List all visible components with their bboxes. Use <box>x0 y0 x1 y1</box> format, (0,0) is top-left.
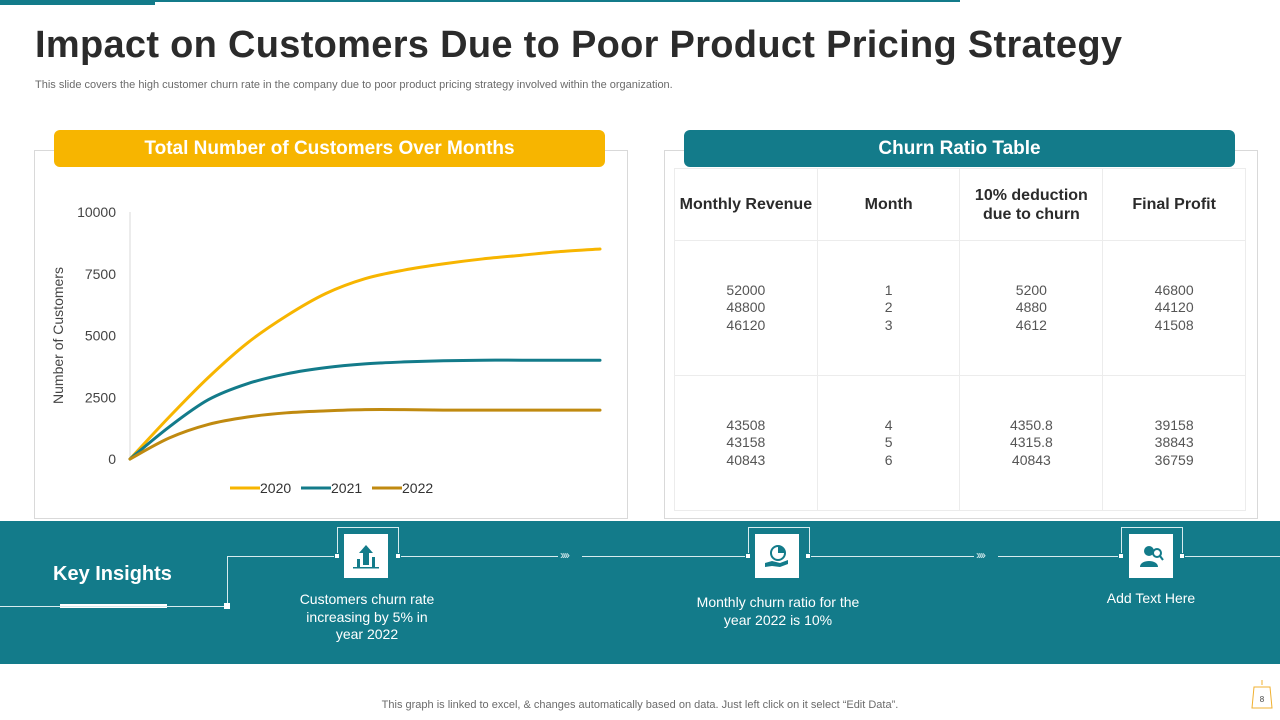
deduction-cell: 4350.8 4315.8 40843 <box>959 375 1104 511</box>
insight-text-2: Monthly churn ratio for the year 2022 is… <box>696 594 860 628</box>
profit-cell: 39158 38843 36759 <box>1102 375 1246 511</box>
series-line-2021 <box>128 358 602 461</box>
column-header-revenue: Monthly Revenue <box>674 168 818 241</box>
arrow-up-chart-icon <box>353 545 379 569</box>
connector-dot <box>805 553 811 559</box>
page-number: 8 <box>1260 695 1265 704</box>
connector-line <box>227 556 337 557</box>
connector-dot <box>1118 553 1124 559</box>
table-header-row: Monthly Revenue Month 10% deduction due … <box>674 168 1246 241</box>
connector-dot <box>745 553 751 559</box>
page-title: Impact on Customers Due to Poor Product … <box>35 24 1123 66</box>
icon-bracket <box>748 527 810 557</box>
top-accent-bar <box>0 0 155 5</box>
key-insights-title: Key Insights <box>53 563 172 585</box>
y-tick-label: 10000 <box>77 204 116 220</box>
y-tick-label: 0 <box>108 451 116 467</box>
column-header-month: Month <box>816 168 961 241</box>
connector-dot <box>395 553 401 559</box>
legend-label-2021: 2021 <box>331 480 362 496</box>
pie-chart-hand-icon <box>765 545 788 567</box>
footer-note: This graph is linked to excel, & changes… <box>381 699 899 711</box>
deduction-cell: 5200 4880 4612 <box>959 240 1104 376</box>
column-header-profit: Final Profit <box>1102 168 1246 241</box>
connector-line <box>227 556 228 607</box>
top-accent-line <box>155 0 960 2</box>
connector-line <box>398 556 558 557</box>
chart-header: Total Number of Customers Over Months <box>54 130 605 167</box>
revenue-cell: 52000 48800 46120 <box>674 240 818 376</box>
icon-bracket <box>337 527 399 557</box>
table-header: Churn Ratio Table <box>684 130 1235 167</box>
y-axis-label: Number of Customers <box>50 267 66 404</box>
connector-dot <box>224 603 230 609</box>
series-line-2020 <box>128 247 602 461</box>
series-line-2022 <box>128 407 602 461</box>
column-header-deduction: 10% deduction due to churn <box>959 168 1104 241</box>
flow-arrows: ›››› <box>560 548 570 562</box>
connector-line <box>0 606 228 607</box>
insight-icon-box <box>755 534 799 578</box>
insight-text-1: Customers churn rate increasing by 5% in… <box>299 591 435 642</box>
person-search-icon <box>1140 546 1164 567</box>
key-insights-band <box>0 521 1280 664</box>
insight-icon-box <box>344 534 388 578</box>
churn-ratio-table: Monthly Revenue Month 10% deduction due … <box>674 168 1246 511</box>
connector-line <box>582 556 748 557</box>
y-tick-label: 5000 <box>85 328 116 344</box>
page-subtitle: This slide covers the high customer chur… <box>35 79 673 91</box>
y-tick-label: 2500 <box>85 389 116 405</box>
page-number-tag: 8 <box>1251 680 1273 709</box>
profit-cell: 46800 44120 41508 <box>1102 240 1246 376</box>
flow-arrows: ›››› <box>976 548 986 562</box>
connector-dot <box>334 553 340 559</box>
insight-text-3: Add Text Here <box>1106 590 1196 606</box>
revenue-cell: 43508 43158 40843 <box>674 375 818 511</box>
connector-line <box>808 556 974 557</box>
insight-icon-box <box>1129 534 1173 578</box>
customers-line-chart[interactable]: 0 2500 5000 7500 10000 Number of Customers 202… <box>34 150 628 519</box>
y-tick-label: 7500 <box>85 266 116 282</box>
icon-bracket <box>1121 527 1183 557</box>
legend-label-2022: 2022 <box>402 480 433 496</box>
connector-dot <box>1179 553 1185 559</box>
connector-line <box>1184 556 1280 557</box>
connector-line <box>998 556 1120 557</box>
legend-label-2020: 2020 <box>260 480 291 496</box>
